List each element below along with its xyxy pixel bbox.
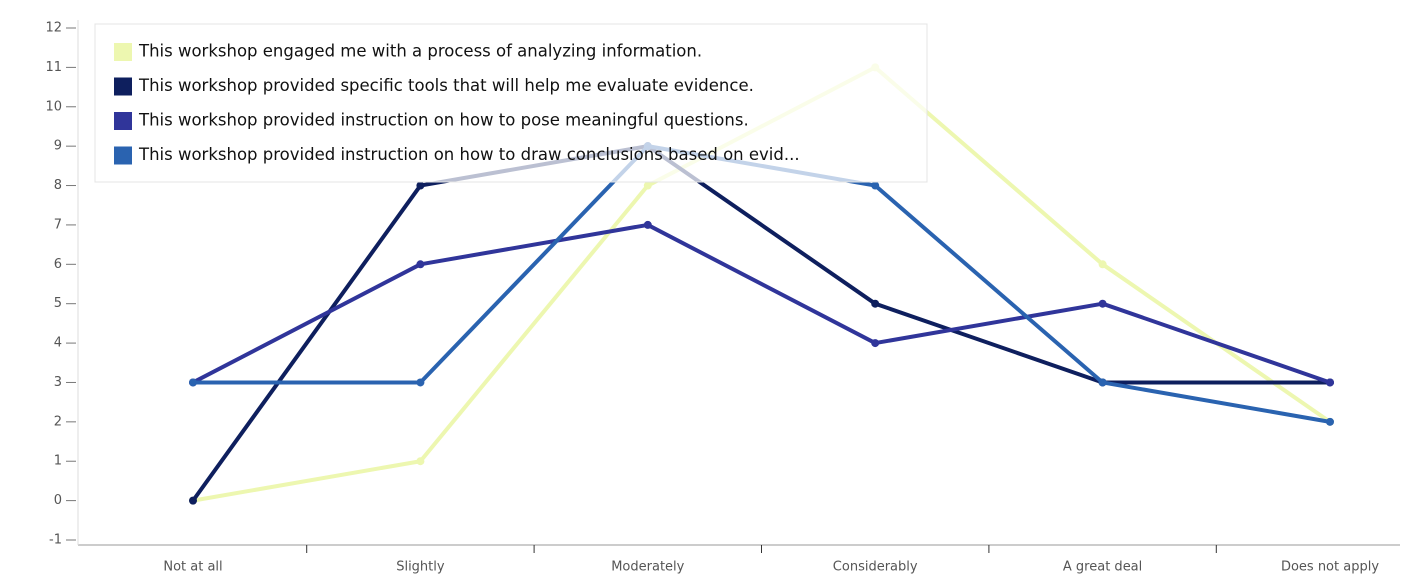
x-tick-label: Considerably	[833, 560, 918, 575]
data-point	[189, 496, 197, 505]
y-tick-label: 2	[54, 414, 62, 429]
y-tick-label: 7	[54, 217, 62, 232]
y-tick-label: 4	[54, 336, 62, 351]
data-point	[871, 339, 880, 348]
data-point	[1098, 299, 1107, 308]
data-point	[1098, 378, 1107, 387]
legend-label: This workshop engaged me with a process …	[138, 42, 702, 61]
legend-label: This workshop provided instruction on ho…	[138, 111, 749, 130]
legend-swatch	[114, 112, 132, 130]
series-line	[191, 144, 1330, 502]
data-point	[643, 220, 652, 229]
x-tick-label: A great deal	[1063, 560, 1142, 575]
data-point	[416, 457, 425, 466]
y-tick-label: 9	[54, 139, 62, 154]
y-tick-label: 10	[45, 99, 62, 114]
y-tick-label: 0	[54, 493, 62, 508]
x-tick-label: Does not apply	[1281, 560, 1379, 575]
y-tick-label: 8	[54, 178, 62, 193]
data-point	[416, 260, 425, 269]
y-tick-label: 1	[54, 454, 62, 469]
data-point	[416, 181, 425, 190]
y-tick-label: 11	[45, 60, 62, 75]
data-point	[1098, 260, 1107, 269]
data-point	[416, 378, 425, 387]
x-tick-label: Moderately	[611, 560, 684, 575]
data-point	[1326, 378, 1334, 387]
legend: This workshop engaged me with a process …	[94, 23, 928, 183]
y-tick-label: 5	[54, 296, 62, 311]
legend-box	[94, 23, 928, 183]
legend-label: This workshop provided instruction on ho…	[138, 145, 800, 164]
y-tick-label: -1	[49, 533, 62, 548]
x-tick-label: Slightly	[396, 560, 445, 575]
y-tick-label: 12	[45, 21, 62, 36]
y-tick-label: 3	[54, 375, 62, 390]
legend-swatch	[114, 77, 132, 96]
legend-label: This workshop provided specific tools th…	[138, 76, 754, 95]
x-tick-label: Not at all	[163, 560, 222, 575]
data-point	[1326, 417, 1334, 426]
legend-swatch	[114, 43, 132, 61]
data-point	[643, 181, 652, 190]
y-tick-label: 6	[54, 257, 62, 272]
data-point	[871, 299, 880, 308]
data-point	[189, 378, 197, 387]
series-line	[192, 222, 1331, 385]
legend-swatch	[114, 146, 132, 165]
data-point	[871, 181, 880, 190]
